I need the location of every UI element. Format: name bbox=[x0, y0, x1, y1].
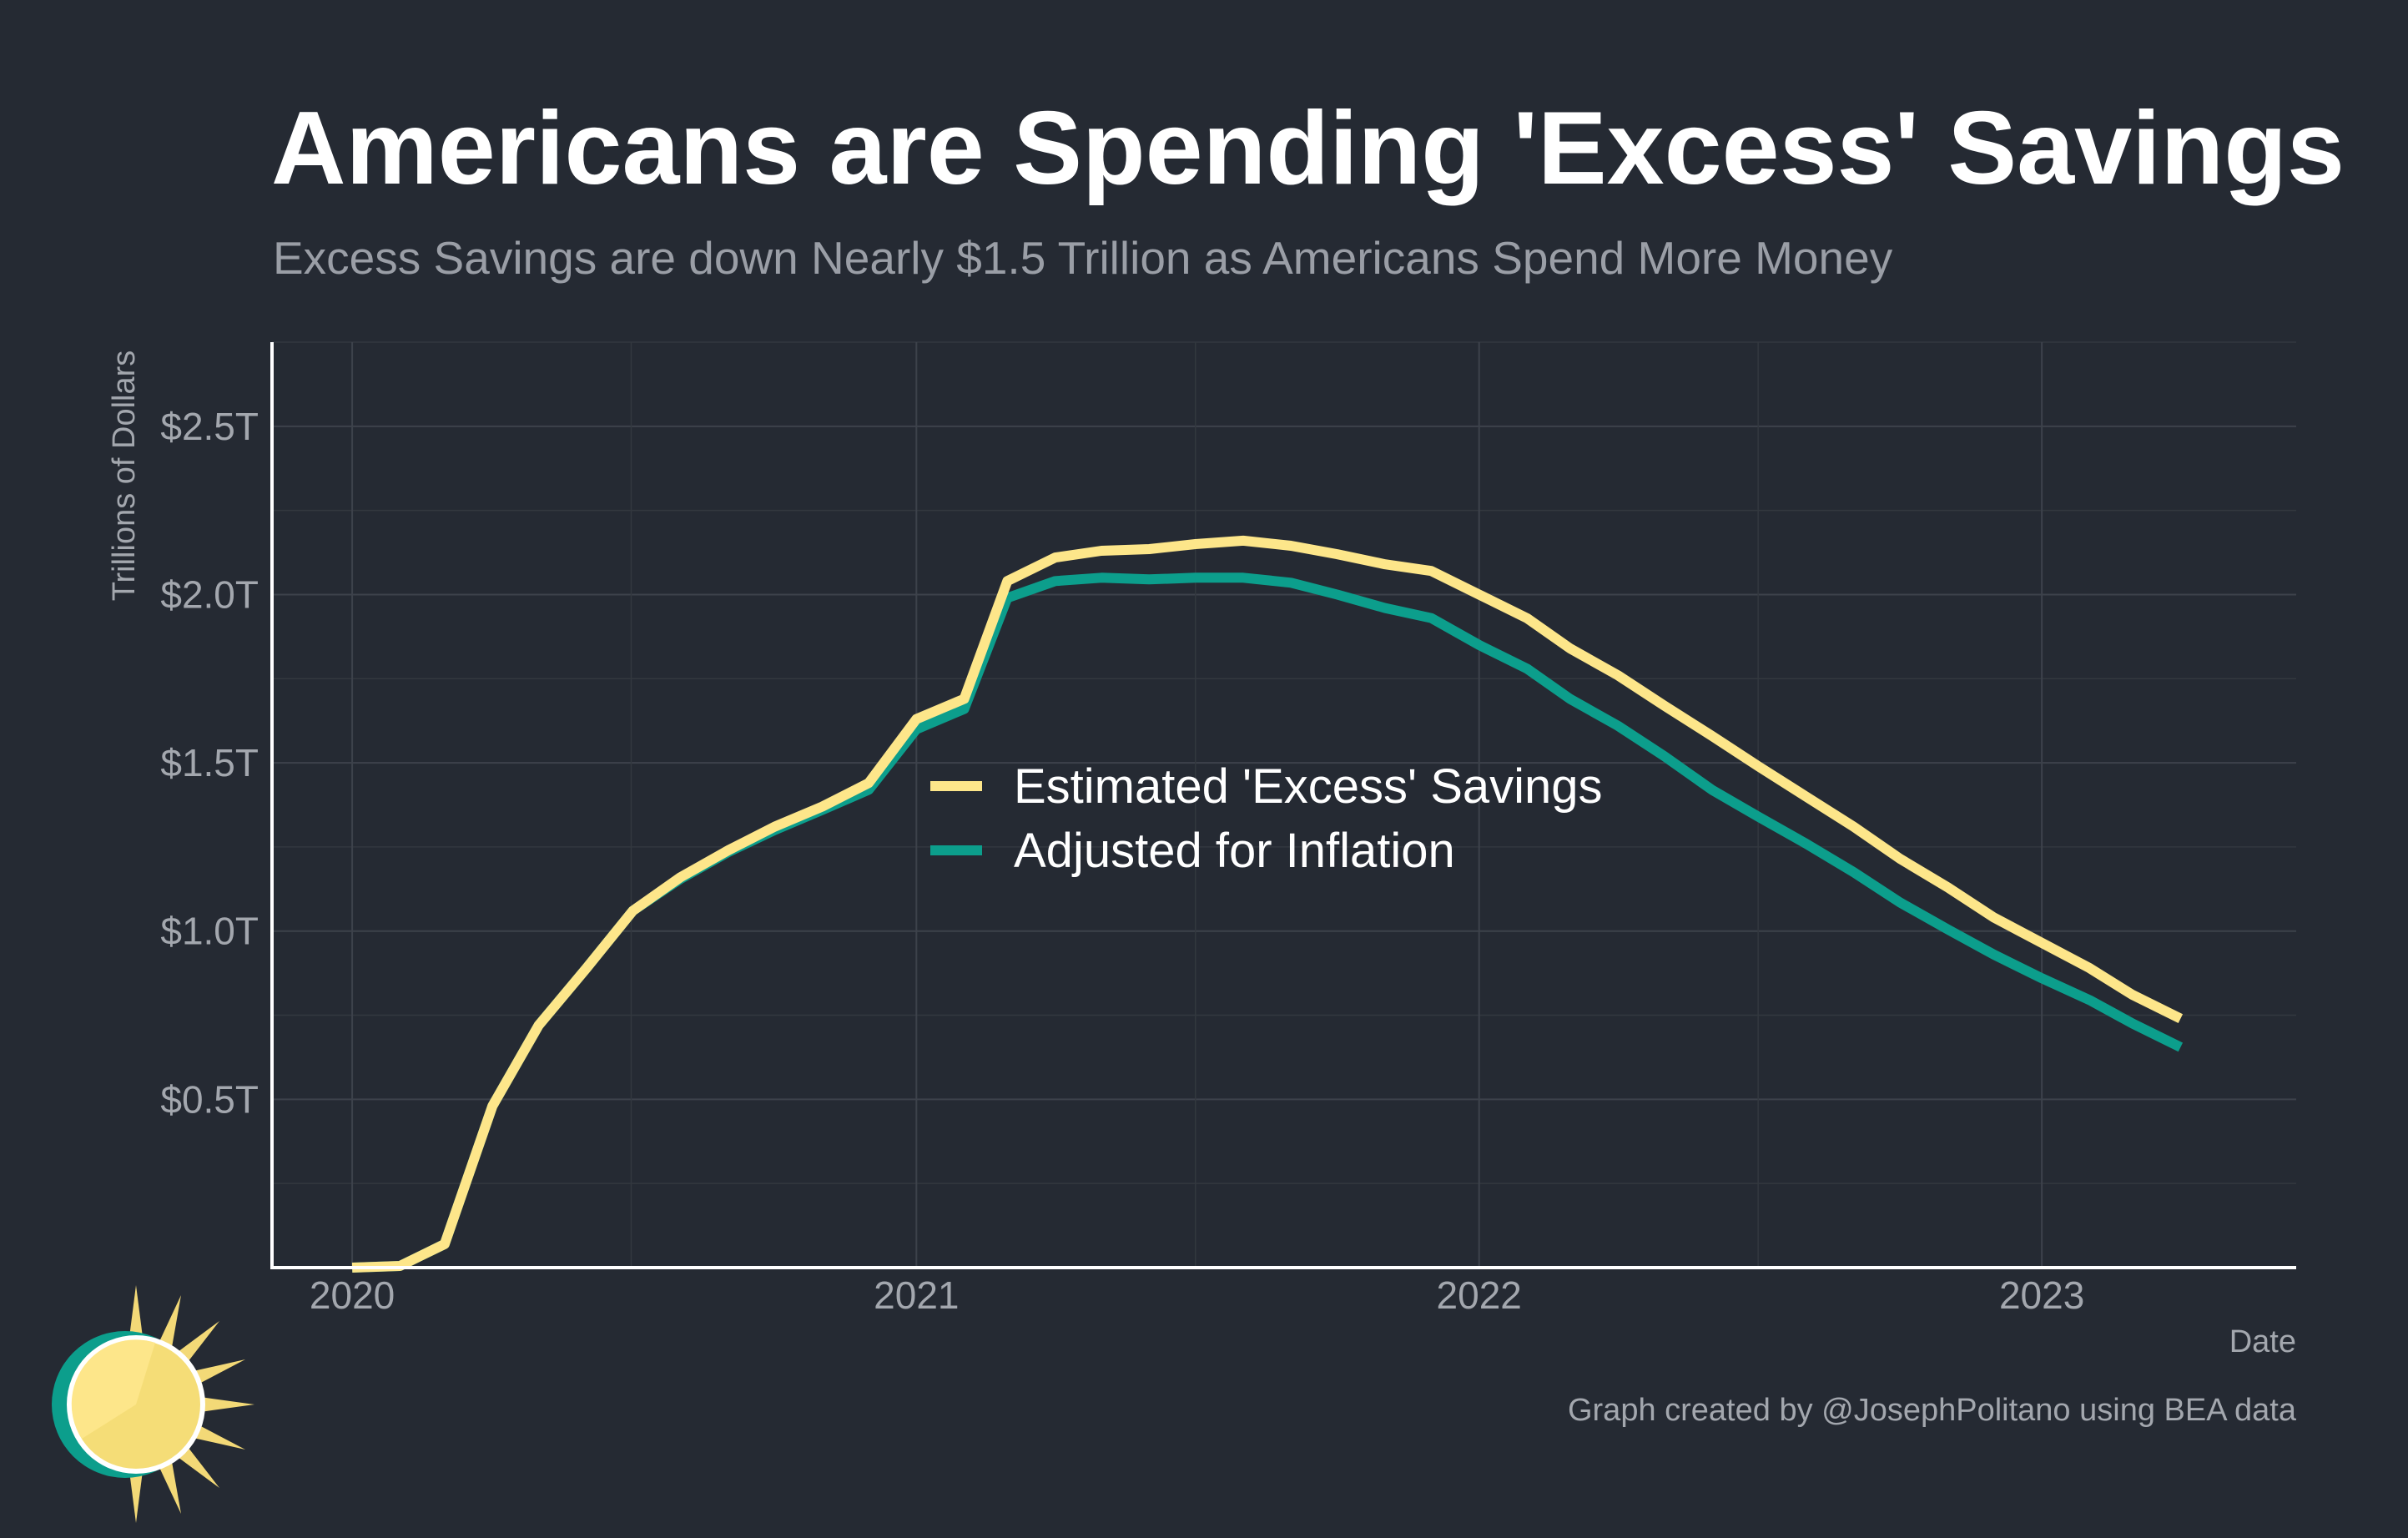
legend-label-excess-savings: Estimated 'Excess' Savings bbox=[1014, 759, 1603, 814]
x-tick-label: 2023 bbox=[1999, 1273, 2084, 1317]
legend: Estimated 'Excess' Savings Adjusted for … bbox=[930, 759, 1603, 878]
x-tick-label: 2020 bbox=[310, 1273, 395, 1317]
series bbox=[351, 535, 2184, 1273]
y-tick-label: $1.0T bbox=[160, 910, 259, 953]
y-tick-label: $1.5T bbox=[160, 741, 259, 784]
chart-caption: Graph created by @JosephPolitano using B… bbox=[1568, 1393, 2297, 1428]
x-tick-label: 2022 bbox=[1437, 1273, 1522, 1317]
y-tick-label: $2.0T bbox=[160, 572, 259, 616]
sun-logo-icon bbox=[52, 1285, 254, 1523]
chart-title: Americans are Spending 'Excess' Savings bbox=[271, 91, 2345, 206]
y-axis-title: Trillions of Dollars bbox=[107, 350, 142, 602]
y-tick-label: $0.5T bbox=[160, 1077, 259, 1121]
series-line-excess-savings bbox=[351, 535, 2184, 1273]
y-axis-ticks: $0.5T $1.0T $1.5T $2.0T $2.5T bbox=[160, 405, 259, 1122]
x-tick-label: 2021 bbox=[874, 1273, 959, 1317]
grid bbox=[272, 341, 2296, 1268]
x-axis-ticks: 2020 2021 2022 2023 bbox=[310, 1273, 2084, 1317]
y-tick-label: $2.5T bbox=[160, 405, 259, 448]
x-axis-title: Date bbox=[2229, 1324, 2296, 1359]
chart-subtitle: Excess Savings are down Nearly $1.5 Tril… bbox=[273, 232, 1893, 284]
legend-label-inflation-adjusted: Adjusted for Inflation bbox=[1014, 824, 1455, 878]
